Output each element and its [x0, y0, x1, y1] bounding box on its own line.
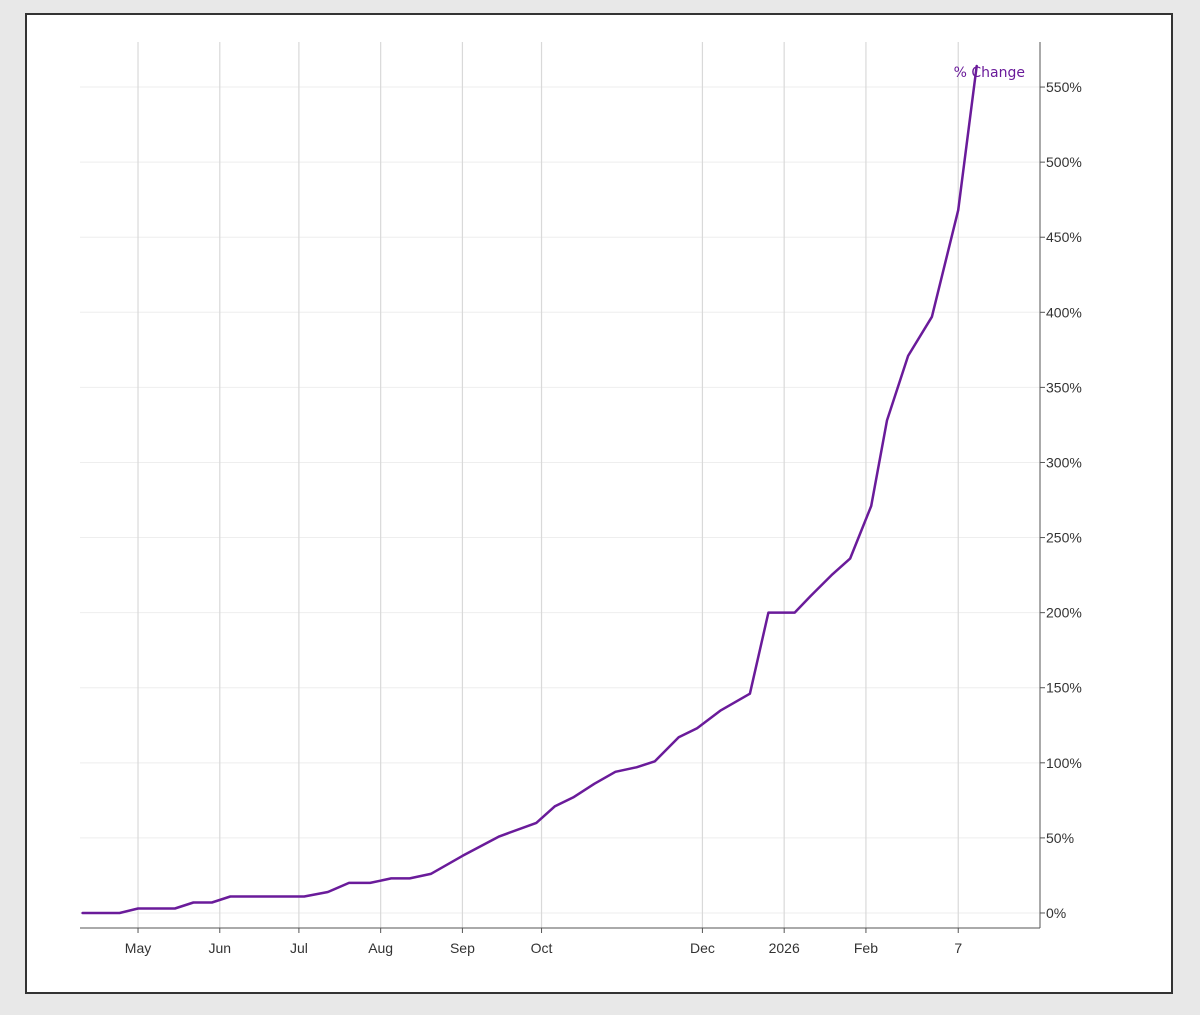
y-tick-label: 300% [1046, 454, 1082, 470]
horizontal-gridlines [80, 86, 1040, 914]
x-tick-label: Sep [450, 940, 475, 956]
x-tick-label: Feb [854, 940, 878, 956]
y-tick-label: 150% [1046, 680, 1082, 696]
x-tick-labels: May Jun Jul Aug Sep Oct Dec 2026 Feb 7 [125, 940, 963, 956]
y-tick-label: 200% [1046, 605, 1082, 621]
x-tick-label: 2026 [769, 940, 800, 956]
x-tick-label: Oct [531, 940, 553, 956]
axes [80, 42, 1045, 933]
series-line [81, 64, 978, 915]
x-tick-label: Jul [290, 940, 308, 956]
y-tick-label: 250% [1046, 530, 1082, 546]
y-tick-label: 50% [1046, 830, 1074, 846]
y-tick-label: 0% [1046, 905, 1066, 921]
x-tick-label: May [125, 940, 151, 956]
y-tick-label: 100% [1046, 755, 1082, 771]
series-lines [81, 64, 978, 915]
x-tick-label: Dec [690, 940, 715, 956]
vertical-gridlines [137, 42, 959, 928]
x-tick-label: Aug [368, 940, 393, 956]
y-tick-labels: 0% 50% 100% 150% 200% 250% 300% 350% 400% 450% 500… [1046, 79, 1082, 921]
y-tick-label: 500% [1046, 154, 1082, 170]
y-tick-label: 450% [1046, 229, 1082, 245]
chart-frame [25, 13, 1173, 994]
x-tick-label: Jun [208, 940, 231, 956]
y-tick-label: 350% [1046, 379, 1082, 395]
series-label: % Change [954, 65, 1025, 81]
y-tick-label: 550% [1046, 79, 1082, 95]
x-tick-label: 7 [954, 940, 962, 956]
y-tick-label: 400% [1046, 304, 1082, 320]
